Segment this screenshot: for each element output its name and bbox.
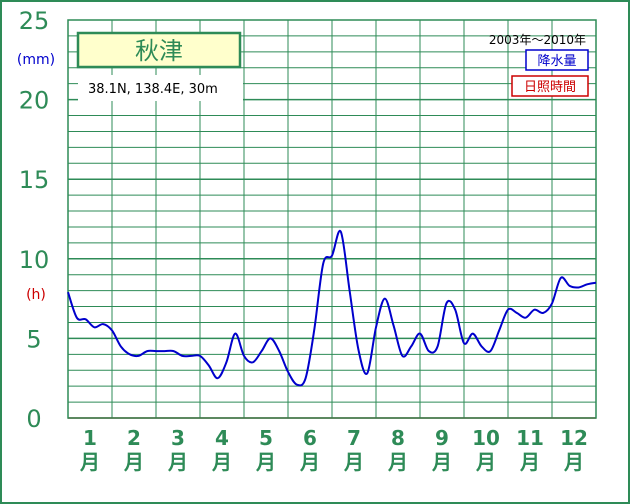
x-tick-label: 8 <box>391 426 405 450</box>
location-box <box>78 75 243 101</box>
legend-precip-box <box>525 49 589 71</box>
x-tick-label: 9 <box>435 426 449 450</box>
x-tick-suffix: 月 <box>123 450 144 474</box>
x-tick-suffix: 月 <box>519 450 540 474</box>
legend-sun: 日照時間 <box>524 80 576 95</box>
legend-sun-box <box>511 75 589 97</box>
y-tick-label: 0 <box>26 405 41 433</box>
x-tick-label: 1 <box>83 426 97 450</box>
x-tick-label: 10 <box>472 426 500 450</box>
unit-sun: (h) <box>26 287 46 303</box>
unit-precip: (mm) <box>17 52 55 68</box>
y-tick-label: 15 <box>19 166 50 194</box>
x-tick-suffix: 月 <box>563 450 584 474</box>
x-tick-suffix: 月 <box>79 450 100 474</box>
y-tick-label: 25 <box>19 7 50 35</box>
x-tick-label: 12 <box>560 426 588 450</box>
x-tick-label: 5 <box>259 426 273 450</box>
legend-precip: 降水量 <box>537 54 576 69</box>
y-tick-label: 20 <box>19 87 50 115</box>
x-tick-suffix: 月 <box>255 450 276 474</box>
x-tick-suffix: 月 <box>387 450 408 474</box>
x-tick-suffix: 月 <box>475 450 496 474</box>
series-line-precipitation <box>67 229 597 387</box>
y-tick-label: 5 <box>26 325 41 353</box>
plot-frame <box>67 19 597 419</box>
x-tick-suffix: 月 <box>167 450 188 474</box>
x-tick-label: 2 <box>127 426 141 450</box>
chart-title: 秋津 <box>135 37 183 65</box>
location-info: 38.1N, 138.4E, 30m <box>88 82 218 97</box>
x-tick-label: 4 <box>215 426 229 450</box>
y-tick-label: 10 <box>19 246 50 274</box>
x-tick-suffix: 月 <box>343 450 364 474</box>
period-label: 2003年～2010年 <box>489 33 586 47</box>
title-box <box>76 31 242 69</box>
x-tick-suffix: 月 <box>211 450 232 474</box>
x-tick-label: 11 <box>516 426 544 450</box>
x-tick-label: 6 <box>303 426 317 450</box>
x-tick-label: 3 <box>171 426 185 450</box>
x-tick-suffix: 月 <box>431 450 452 474</box>
series-layer <box>67 229 597 387</box>
x-tick-suffix: 月 <box>299 450 320 474</box>
x-tick-label: 7 <box>347 426 361 450</box>
